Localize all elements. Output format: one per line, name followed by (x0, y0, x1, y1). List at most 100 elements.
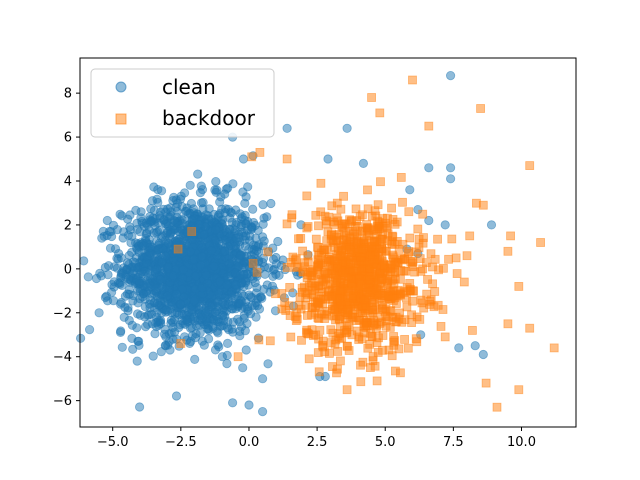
point-clean (102, 215, 112, 226)
point-clean (162, 291, 172, 301)
point-clean (125, 225, 135, 235)
point-clean (271, 252, 281, 263)
point-backdoor (364, 272, 374, 282)
point-backdoor (322, 256, 332, 266)
point-clean (121, 272, 131, 282)
point-backdoor (355, 274, 365, 283)
point-clean (211, 311, 221, 321)
point-clean (150, 329, 160, 339)
point-backdoor (376, 283, 386, 292)
point-clean (161, 305, 171, 315)
point-clean (141, 238, 152, 248)
point-backdoor (271, 289, 280, 299)
point-clean (154, 225, 165, 235)
point-clean (200, 308, 211, 318)
point-clean (235, 209, 245, 219)
point-clean (118, 233, 128, 243)
point-clean (257, 374, 268, 384)
point-backdoor (465, 231, 475, 241)
point-backdoor (321, 219, 331, 229)
point-clean (215, 276, 225, 287)
point-clean (156, 207, 166, 217)
point-clean (263, 359, 273, 369)
point-clean (228, 398, 238, 408)
point-clean (163, 262, 173, 272)
point-backdoor (341, 219, 351, 229)
point-clean (103, 296, 113, 306)
point-clean (358, 158, 368, 168)
point-backdoor (363, 185, 372, 195)
point-backdoor (397, 255, 407, 265)
point-clean (127, 247, 137, 257)
point-backdoor (356, 252, 366, 262)
point-backdoor (387, 239, 397, 249)
point-clean (242, 318, 252, 329)
point-backdoor (303, 251, 313, 261)
point-clean (199, 340, 209, 350)
point-backdoor (414, 243, 424, 253)
point-clean (223, 338, 233, 348)
point-clean (478, 349, 488, 360)
point-backdoor (285, 282, 295, 292)
x-tick-label: −2.5 (165, 435, 197, 450)
point-clean (194, 220, 204, 230)
point-clean (246, 250, 256, 261)
point-backdoor (326, 325, 336, 335)
point-clean (154, 238, 164, 249)
point-backdoor (286, 332, 296, 342)
point-backdoor (333, 364, 342, 374)
point-clean (266, 198, 276, 209)
point-backdoor (320, 211, 330, 221)
point-clean (150, 265, 160, 275)
point-backdoor (378, 345, 387, 355)
plot-area (76, 71, 559, 417)
point-backdoor (318, 340, 328, 350)
point-clean (342, 123, 352, 133)
point-backdoor (390, 366, 400, 376)
point-clean (254, 304, 265, 314)
point-backdoor (444, 254, 454, 264)
point-backdoor (305, 267, 315, 277)
point-backdoor (351, 204, 361, 214)
point-clean (171, 289, 182, 299)
y-tick-label: −6 (53, 394, 72, 409)
point-clean (257, 293, 267, 303)
point-clean (445, 71, 456, 81)
point-backdoor (327, 294, 337, 304)
point-backdoor (370, 361, 380, 371)
y-tick-label: 4 (64, 175, 72, 190)
point-clean (248, 204, 258, 214)
point-clean (175, 299, 185, 309)
point-backdoor (386, 267, 395, 277)
point-backdoor (467, 325, 477, 335)
x-tick-label: 5.0 (375, 435, 396, 450)
point-backdoor (399, 266, 409, 276)
point-backdoor (187, 227, 197, 236)
point-clean (246, 292, 256, 302)
point-clean (269, 264, 279, 274)
point-backdoor (176, 339, 186, 348)
point-clean (211, 177, 221, 187)
point-backdoor (314, 367, 324, 377)
point-backdoor (252, 267, 262, 277)
point-clean (115, 327, 126, 337)
point-backdoor (345, 233, 355, 243)
point-clean (235, 326, 245, 336)
point-clean (241, 231, 251, 241)
point-clean (133, 309, 143, 319)
point-clean (83, 272, 93, 282)
point-backdoor (407, 310, 417, 320)
point-clean (179, 228, 189, 238)
point-clean (119, 312, 129, 322)
point-clean (132, 356, 142, 366)
point-backdoor (329, 242, 339, 252)
point-backdoor (428, 279, 438, 289)
point-backdoor (281, 306, 291, 315)
point-clean (258, 200, 268, 210)
point-backdoor (336, 204, 346, 214)
point-clean (201, 210, 211, 220)
point-backdoor (343, 305, 353, 314)
point-backdoor (378, 214, 388, 224)
point-backdoor (297, 335, 306, 345)
point-clean (161, 340, 171, 350)
